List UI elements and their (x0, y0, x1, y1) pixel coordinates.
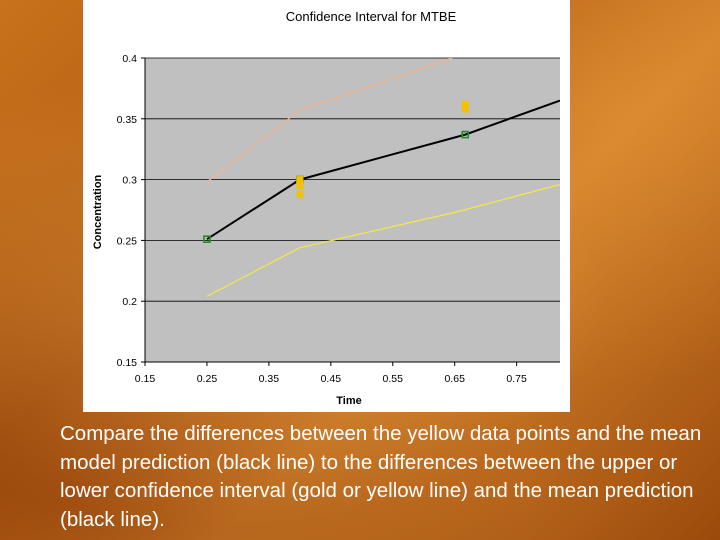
mean-marker (461, 130, 470, 139)
chart-panel: Confidence Interval for MTBE Concentrati… (83, 0, 570, 412)
x-tick-label: 0.75 (506, 373, 527, 385)
x-tick-label: 0.15 (135, 373, 156, 385)
mtbe-confidence-chart: Confidence Interval for MTBE Concentrati… (92, 9, 560, 407)
upper-prediction-line (206, 58, 454, 183)
x-tick-label: 0.35 (259, 373, 280, 385)
observation-point (461, 100, 469, 108)
y-tick-label: 0.4 (122, 53, 137, 65)
x-tick-label: 0.55 (383, 373, 404, 385)
mean-prediction-line (206, 99, 560, 241)
observation-point (296, 176, 304, 184)
x-tick-label: 0.45 (321, 373, 342, 385)
x-tick-label: 0.25 (197, 373, 218, 385)
y-tick-label: 0.35 (117, 114, 138, 126)
chart-title: Confidence Interval for MTBE (286, 9, 457, 24)
y-axis-label: Concentration (92, 174, 104, 249)
lower-prediction-line (206, 183, 560, 297)
y-tick-label: 0.3 (122, 175, 137, 187)
observation-point (296, 182, 304, 190)
observation-point (296, 190, 304, 198)
y-tick-label: 0.25 (117, 235, 138, 247)
x-tick-label: 0.65 (444, 373, 465, 385)
plot-background (145, 58, 560, 362)
y-tick-label: 0.15 (117, 357, 138, 369)
slide-caption: Compare the differences between the yell… (60, 422, 702, 531)
x-axis-label: Time (336, 395, 361, 407)
mean-marker (203, 235, 211, 243)
y-tick-label: 0.2 (122, 296, 137, 308)
plot-area: 0.15 0.2 0.25 0.3 0.35 0.4 0.15 0.25 0.35 0.45 0.5… (117, 53, 560, 385)
